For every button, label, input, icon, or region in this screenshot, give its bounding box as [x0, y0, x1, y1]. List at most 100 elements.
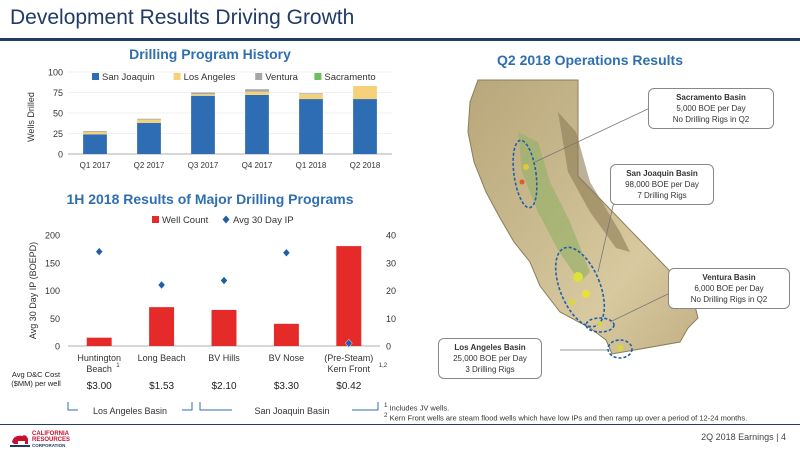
- sj-field: [582, 290, 590, 298]
- legend-swatch-3: [314, 73, 322, 80]
- x-tick-label-line2: Kern Front: [328, 364, 371, 374]
- footnote-2: 2 Kern Front wells are steam flood wells…: [384, 412, 747, 423]
- callout-la-line2: 3 Drilling Rigs: [465, 365, 515, 374]
- bar-well-count: [86, 337, 112, 346]
- footnote-1-text: Includes JV wells.: [389, 403, 450, 413]
- chart2-title: 1H 2018 Results of Major Drilling Progra…: [66, 191, 354, 207]
- x-tick-label: Q1 2018: [296, 161, 327, 170]
- bar-san-joaquin: [353, 99, 377, 154]
- x-tick-label: Q1 2017: [80, 161, 111, 170]
- map-title: Q2 2018 Operations Results: [497, 52, 683, 68]
- callout-la-title: Los Angeles Basin: [454, 343, 526, 352]
- basin-label-la: Los Angeles Basin: [78, 406, 182, 416]
- x-tick-label: Long Beach: [138, 353, 186, 363]
- bar-well-count: [149, 307, 175, 346]
- cost-value: $0.42: [336, 381, 362, 392]
- drilling-programs-chart: Well Count Avg 30 Day IP 0 50 100 150 200 0 10 20…: [28, 215, 396, 374]
- legend-label-0: San Joaquin: [102, 72, 155, 83]
- bar-well-count: [336, 246, 362, 346]
- logo-line3: CORPORATION: [32, 443, 66, 448]
- callout-sanjoaquin-line2: 7 Drilling Rigs: [637, 191, 687, 200]
- x-tick-label: Q4 2017: [242, 161, 273, 170]
- bar-san-joaquin: [83, 134, 107, 154]
- sj-field: [569, 299, 575, 305]
- footnote-1: 1 Includes JV wells.: [384, 402, 449, 413]
- y-tick-label: 50: [53, 109, 63, 119]
- legend-label-1: Los Angeles: [184, 72, 236, 83]
- ventura-oval: [585, 317, 615, 333]
- bar-san-joaquin: [137, 122, 161, 154]
- cost-label: Avg D&C Cost ($MM) per well: [11, 370, 61, 388]
- y2-tick-label: 40: [386, 231, 396, 241]
- basin-label-sj: San Joaquin Basin: [232, 406, 352, 416]
- california-map: [467, 79, 699, 359]
- chart1-title: Drilling Program History: [129, 46, 291, 62]
- legend-swatch-1: [173, 73, 181, 80]
- y-tick-label: 100: [48, 68, 63, 78]
- x-tick-footnote: 1: [116, 363, 120, 369]
- bar-ventura: [191, 92, 215, 95]
- legend-marker-ip: [222, 215, 230, 224]
- x-tick-label: BV Hills: [208, 353, 240, 363]
- sj-field: [573, 272, 583, 282]
- logo-line1: CALIFORNIA: [32, 431, 69, 437]
- bar-ventura: [83, 131, 107, 132]
- cost-value: $1.53: [149, 381, 175, 392]
- cost-value: $3.00: [86, 381, 112, 392]
- y-tick-label: 200: [45, 231, 60, 241]
- y2-tick-label: 30: [386, 258, 396, 268]
- y2-tick-label: 20: [386, 286, 396, 296]
- y-tick-label: 25: [53, 129, 63, 139]
- y-tick-label: 100: [45, 286, 60, 296]
- bar-san-joaquin: [245, 94, 269, 154]
- bar-san-joaquin: [191, 95, 215, 154]
- x-tick-label: Q2 2017: [134, 161, 165, 170]
- sacramento-oval: [512, 139, 538, 209]
- footer-page: 2Q 2018 Earnings | 4: [701, 432, 786, 442]
- callout-sanjoaquin-title: San Joaquin Basin: [626, 169, 698, 178]
- y2-tick-label: 0: [386, 342, 391, 352]
- legend-swatch-0: [92, 73, 99, 80]
- y-tick-label: 0: [55, 342, 60, 352]
- title-rule: [0, 38, 800, 41]
- x-tick-label: Huntington: [77, 353, 121, 363]
- callout-sacramento: Sacramento Basin 5,000 BOE per Day No Dr…: [648, 88, 774, 129]
- y-tick-label: 50: [50, 314, 60, 324]
- bar-ventura: [137, 118, 161, 120]
- la-field: [617, 345, 623, 351]
- footnote-2-sup: 2: [384, 412, 388, 419]
- marker-avg-ip: [157, 280, 166, 290]
- bar-well-count: [211, 309, 237, 346]
- ventura-field: [597, 321, 603, 327]
- bar-los-angeles: [83, 131, 107, 135]
- callout-ventura-title: Ventura Basin: [702, 273, 756, 282]
- legend-label-2: Ventura: [265, 72, 298, 83]
- sierra-range: [558, 112, 630, 252]
- callout-ventura-line1: 6,000 BOE per Day: [694, 284, 764, 293]
- marker-avg-ip: [344, 338, 353, 348]
- sac-field: [519, 179, 525, 185]
- bar-well-count: [273, 323, 299, 346]
- sac-field: [523, 164, 529, 170]
- callout-la: Los Angeles Basin 25,000 BOE per Day 3 D…: [438, 338, 542, 379]
- y-tick-label: 0: [58, 150, 63, 160]
- marker-avg-ip: [282, 248, 291, 258]
- y-tick-label: 75: [53, 88, 63, 98]
- x-tick-footnote: 1,2: [379, 363, 388, 369]
- sanjoaquin-oval: [554, 246, 606, 328]
- callout-sanjoaquin: San Joaquin Basin 98,000 BOE per Day 7 D…: [610, 164, 714, 205]
- footer-rule: [0, 424, 800, 425]
- crc-logo: CALIFORNIA RESOURCES CORPORATION: [10, 428, 80, 448]
- y-axis-label: Avg 30 Day IP (BOEPD): [28, 242, 38, 339]
- x-tick-label: Q3 2017: [188, 161, 219, 170]
- slide-title: Development Results Driving Growth: [10, 6, 355, 29]
- callout-sacramento-line1: 5,000 BOE per Day: [676, 104, 746, 113]
- x-tick-label: (Pre-Steam): [324, 353, 373, 363]
- marker-avg-ip: [95, 247, 104, 257]
- la-oval: [607, 339, 633, 359]
- bar-ventura: [299, 93, 323, 95]
- logo-line2: RESOURCES: [32, 437, 71, 443]
- cost-value: $3.30: [273, 381, 299, 392]
- leader-sacramento: [534, 107, 651, 163]
- legend-swatch-well-count: [152, 216, 159, 223]
